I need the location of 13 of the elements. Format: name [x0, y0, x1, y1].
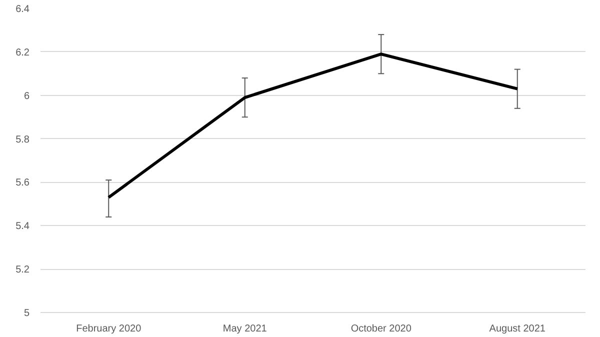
x-tick-label: August 2021	[489, 324, 546, 334]
y-tick-label: 5	[24, 308, 30, 319]
y-tick-label: 6	[24, 90, 30, 102]
line-series	[107, 52, 519, 199]
y-tick-label: 6.2	[16, 47, 30, 58]
x-tick-label: October 2020	[350, 324, 412, 334]
y-tick-label: 5.6	[16, 178, 30, 189]
y-tick-label: 5.4	[16, 221, 30, 232]
y-tick-label: 6.4	[16, 4, 30, 15]
x-tick-label: May 2021	[222, 324, 268, 334]
y-tick-label: 5.8	[16, 134, 30, 146]
y-tick-label: 5.2	[16, 264, 30, 276]
x-tick-label: February 2020	[76, 324, 142, 334]
